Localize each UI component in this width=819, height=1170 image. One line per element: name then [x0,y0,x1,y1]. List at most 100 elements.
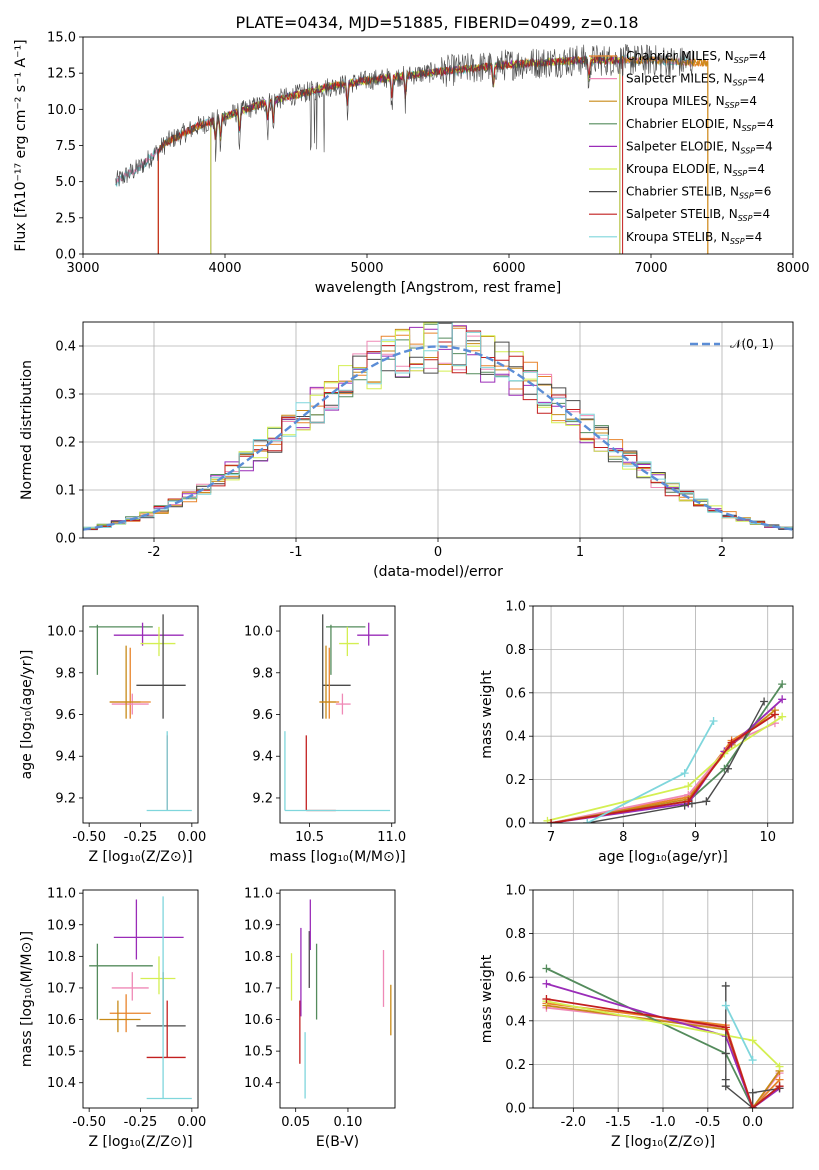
panel-age_vs_mass: 10.5 11.0 9.2 9.4 9.6 9.8 10.0 mass [log₁₀(M/M⊙… [244,605,406,865]
y-tick-label: 10.5 [244,1045,273,1060]
legend-label: 𝒩(0, 1) [730,337,774,351]
x-axis-label: mass [log₁₀(M/M⊙)] [269,849,405,865]
y-tick-label: 1.0 [505,884,526,899]
x-tick-label: 1 [576,545,584,560]
series-marker-kroupa_elodie [775,1062,784,1071]
observed-spectrum-line [115,44,694,187]
y-tick-label: 10.0 [244,625,273,640]
series-marker-chabrier_stelib [721,981,730,990]
model-line-salpeter_miles [115,55,694,184]
x-tick-label: 9 [691,830,699,845]
legend-label: Kroupa ELODIE, NSSP=4 [626,162,765,178]
axes-frame [532,889,794,1109]
panel-mass_vs_ebv: 0.05 0.10 10.4 10.5 10.6 10.7 10.8 10.9 11.0 E(B-… [244,887,396,1150]
series-marker-chabrier_stelib [721,1082,730,1091]
series-marker-chabrier_stelib [721,1049,730,1058]
axes-frame [532,605,794,824]
series-line-kroupa_elodie [547,715,783,822]
x-tick-label: 2 [718,545,726,560]
x-tick-label: -1 [290,545,303,560]
histogram-salpeter_elodie [83,325,793,531]
series-line-salpeter_stelib [550,713,776,823]
x-axis-label: Z [log₁₀(Z/Z⊙)] [611,1134,715,1150]
histogram-salpeter_stelib [83,330,793,532]
y-tick-label: 0.0 [505,817,526,832]
y-tick-label: 10.8 [47,950,76,965]
series-marker-salpeter_stelib [684,797,693,806]
legend-label: Chabrier STELIB, NSSP=6 [626,185,771,201]
y-tick-label: 9.2 [55,791,76,806]
x-tick-label: -0.50 [72,830,106,845]
series-marker-kroupa_elodie [684,782,693,791]
series-marker-chabrier_elodie [778,680,787,689]
x-tick-label: 4000 [208,261,241,276]
y-tick-label: 9.2 [252,791,273,806]
axes-frame [279,605,396,824]
series-marker-chabrier_stelib [748,1088,757,1097]
y-tick-label: 0.0 [55,532,76,547]
x-tick-label: -0.25 [124,1115,158,1130]
y-tick-label: 0.4 [505,730,526,745]
y-tick-label: 0.1 [55,484,76,499]
y-tick-label: 10.4 [244,1076,273,1091]
y-axis-label: mass weight [479,670,495,759]
series-marker-kroupa_stelib [748,1056,757,1065]
y-tick-label: 9.8 [55,666,76,681]
x-tick-label: -0.50 [72,1115,106,1130]
x-tick-label: 0.00 [177,830,206,845]
y-tick-label: 5.0 [55,175,76,190]
y-tick-label: 0.2 [55,436,76,451]
y-tick-label: 0.6 [505,686,526,701]
histogram-kroupa_stelib [83,322,793,532]
series-marker-chabrier_stelib [724,764,732,773]
y-tick-label: 10.9 [47,918,76,933]
y-tick-label: 12.5 [47,67,76,82]
axes-frame [82,605,199,824]
axes-frame [82,36,794,255]
x-tick-label: 8 [619,830,627,845]
y-axis-label: Flux [fλ10⁻¹⁷ erg cm⁻² s⁻¹ A⁻¹] [13,39,29,251]
legend-label: Salpeter ELODIE, NSSP=4 [626,139,773,155]
y-tick-label: 10.6 [244,1013,273,1028]
model-line-kroupa_miles [157,55,709,254]
x-tick-label: 11.0 [377,830,406,845]
series-marker-chabrier_elodie [542,964,551,973]
series-marker-kroupa_elodie [543,816,552,823]
axes-frame [279,889,396,1109]
model-line-kroupa_stelib [114,53,694,188]
y-tick-label: 0.2 [505,773,526,788]
y-tick-label: 9.4 [252,750,273,765]
model-line-kroupa_elodie [210,54,621,254]
model-line-chabrier_elodie [210,55,621,254]
x-axis-label: Z [log₁₀(Z/Z⊙)] [88,849,192,865]
panel-weight_vs_Z: -2.0 -1.5 -1.0 -0.5 0.0 0.0 0.2 0.4 0.6 0.8 1.0 Z [… [479,884,794,1150]
panel-residuals: -2 -1 0 1 2 0.0 0.1 0.2 0.3 0.4 (data-model)/error… [19,321,794,580]
x-tick-label: 0.0 [742,1115,763,1130]
gaussian-curve [83,345,793,531]
y-tick-label: 9.6 [55,708,76,723]
legend-label: Chabrier MILES, NSSP=4 [626,49,766,65]
series-marker-salpeter_stelib [727,738,736,747]
x-tick-label: 5000 [350,261,383,276]
legend-label: Chabrier ELODIE, NSSP=4 [626,117,774,133]
x-tick-label: -1.0 [650,1115,675,1130]
x-tick-label: 6000 [492,261,525,276]
y-tick-label: 10.0 [47,625,76,640]
series-marker-chabrier_stelib [702,797,711,806]
figure-title: PLATE=0434, MJD=51885, FIBERID=0499, z=0… [235,13,638,32]
panel-spectrum: 3000 4000 5000 6000 7000 8000 0.0 2.5 5.0 7.5 10.0… [13,31,810,297]
series-marker-chabrier_stelib [680,801,689,810]
x-tick-label: -0.5 [695,1115,720,1130]
y-tick-label: 0.6 [505,971,526,986]
y-tick-label: 0.2 [505,1058,526,1073]
y-tick-label: 2.5 [55,211,76,226]
y-tick-label: 10.4 [47,1076,76,1091]
y-tick-label: 15.0 [47,31,76,46]
x-tick-label: 8000 [776,261,809,276]
axes-frame [82,321,794,539]
x-axis-label: E(B-V) [316,1134,359,1150]
legend-label: Kroupa MILES, NSSP=4 [626,94,757,110]
x-tick-label: 0.10 [333,1115,362,1130]
series-marker-kroupa_stelib [680,769,689,778]
